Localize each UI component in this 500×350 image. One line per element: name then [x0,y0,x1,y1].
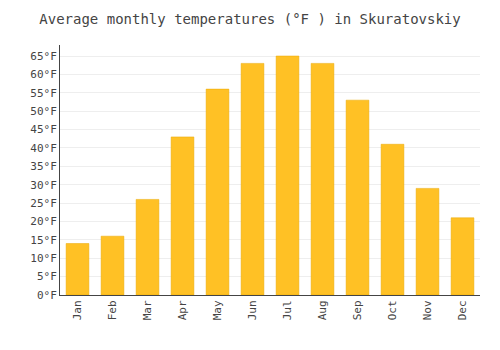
svg-text:Nov: Nov [421,300,434,320]
svg-text:5°F: 5°F [37,270,57,283]
svg-text:15°F: 15°F [30,234,57,247]
svg-text:Jun: Jun [246,300,259,320]
svg-text:Jan: Jan [71,300,84,320]
svg-text:25°F: 25°F [30,197,57,210]
svg-text:0°F: 0°F [37,289,57,302]
svg-text:Feb: Feb [106,300,119,320]
svg-text:Oct: Oct [386,300,399,320]
svg-text:30°F: 30°F [30,179,57,192]
svg-text:55°F: 55°F [30,87,57,100]
svg-text:65°F: 65°F [30,50,57,63]
svg-text:Apr: Apr [176,300,189,320]
svg-text:35°F: 35°F [30,160,57,173]
svg-text:40°F: 40°F [30,142,57,155]
svg-text:Sep: Sep [351,300,364,320]
svg-text:Average monthly temperatures (: Average monthly temperatures (°F ) in Sk… [39,11,460,27]
svg-text:50°F: 50°F [30,105,57,118]
svg-text:10°F: 10°F [30,252,57,265]
svg-text:20°F: 20°F [30,215,57,228]
svg-text:45°F: 45°F [30,123,57,136]
svg-text:Mar: Mar [141,300,154,320]
svg-text:Dec: Dec [456,300,469,320]
svg-text:Aug: Aug [316,300,329,320]
svg-text:May: May [211,300,224,320]
svg-text:Jul: Jul [281,300,294,320]
svg-text:60°F: 60°F [30,68,57,81]
